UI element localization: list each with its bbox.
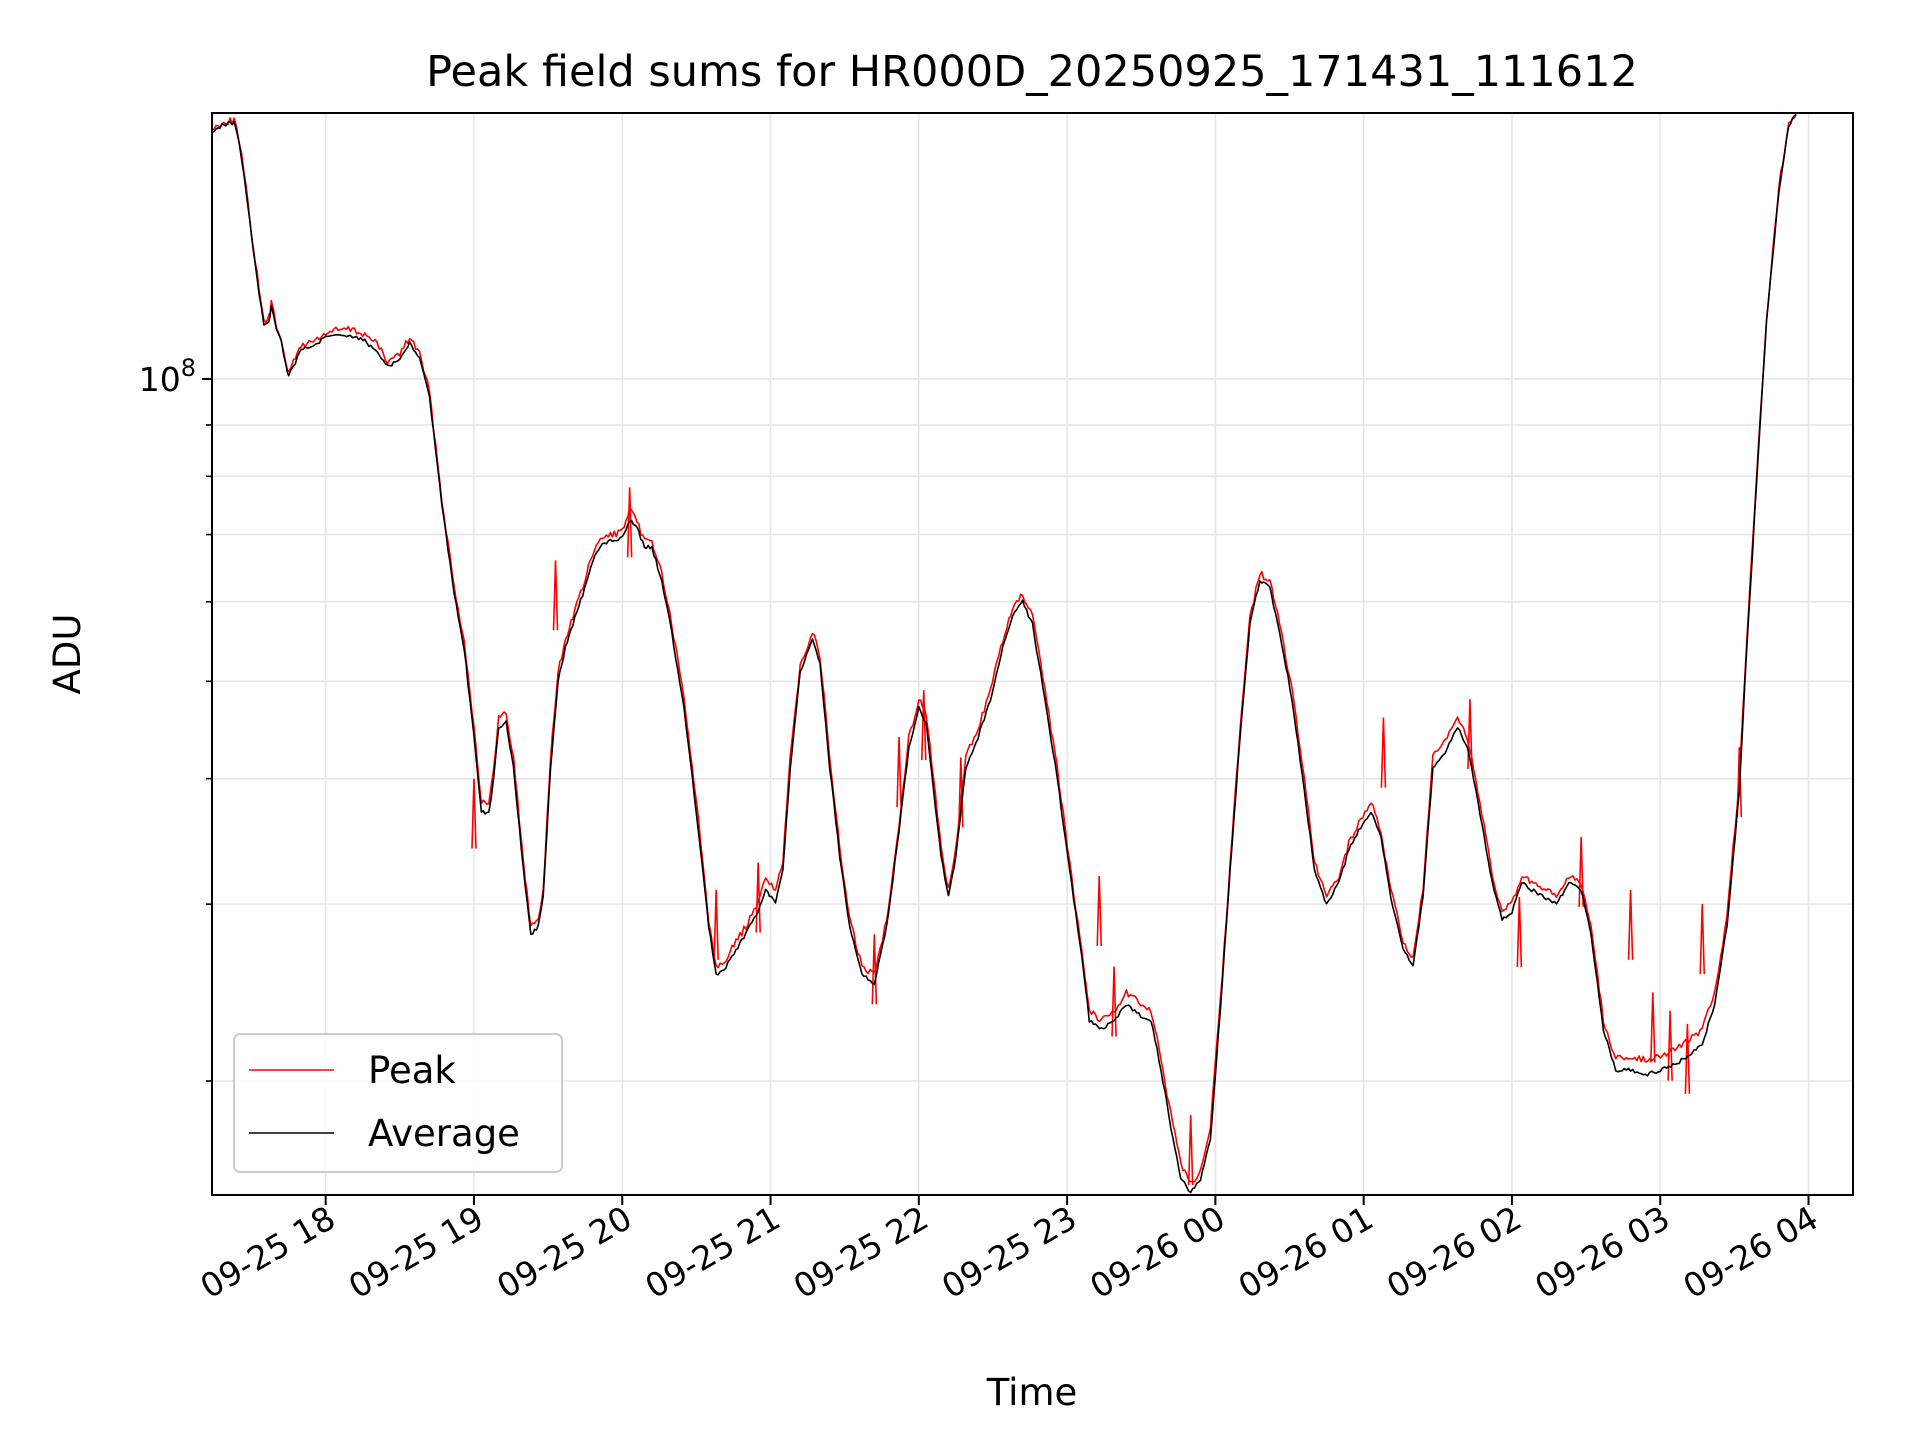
x-tick-label: 09-26 02 (1380, 1198, 1528, 1306)
legend-label-average: Average (368, 1112, 520, 1155)
peak-spike (1627, 889, 1634, 960)
x-tick-label: 09-26 03 (1528, 1198, 1676, 1306)
x-axis: 09-25 18 09-25 19 09-25 20 09-25 21 09-25 22… (194, 1195, 1825, 1306)
peak-spike (1380, 717, 1387, 788)
x-tick-label: 09-26 01 (1232, 1198, 1380, 1306)
peak-spike (755, 862, 761, 933)
peak-spike (471, 778, 477, 849)
peak-spike (1111, 966, 1117, 1037)
peak-spike (920, 690, 927, 761)
plot-frame (211, 112, 1854, 1196)
x-tick-label: 09-25 19 (342, 1198, 490, 1306)
chart-title: Peak field sums for HR000D_20250925_1714… (426, 47, 1638, 97)
y-tick-label: 108 (139, 354, 196, 399)
peak-spike (871, 934, 878, 1005)
peak-spike (1699, 904, 1706, 975)
peak-spike (626, 487, 633, 558)
grid (212, 113, 1853, 1195)
x-tick-label: 09-26 04 (1677, 1198, 1825, 1306)
peak-spike (1736, 747, 1743, 818)
peak-spike (1684, 1023, 1691, 1094)
peak-spike (1096, 875, 1103, 947)
x-tick-label: 09-25 18 (194, 1198, 342, 1306)
series-line-average (211, 113, 1797, 1194)
series-layer (211, 113, 1797, 1194)
peak-spike (552, 560, 559, 631)
x-tick-label: 09-25 22 (787, 1198, 935, 1306)
peak-spike (896, 737, 902, 808)
peak-spike (1187, 1114, 1194, 1186)
series-line-peak (211, 114, 1797, 1183)
legend[interactable]: Peak Average (233, 1033, 563, 1173)
peak-spike (1516, 896, 1523, 967)
peak-spike (1578, 836, 1584, 907)
peak-spike (1650, 992, 1656, 1063)
peak-spike (1467, 699, 1473, 770)
x-tick-label: 09-25 20 (490, 1198, 638, 1306)
y-axis-label: ADU (46, 614, 89, 695)
y-axis: 108 (139, 354, 212, 1082)
x-tick-label: 09-25 21 (639, 1198, 787, 1306)
peak-spike (713, 889, 719, 960)
legend-label-peak: Peak (368, 1049, 456, 1092)
peak-spike (1667, 1010, 1673, 1081)
x-tick-label: 09-25 23 (935, 1198, 1083, 1306)
x-tick-label: 09-26 00 (1083, 1198, 1231, 1306)
legend-box (233, 1033, 563, 1173)
x-axis-label: Time (986, 1371, 1078, 1414)
